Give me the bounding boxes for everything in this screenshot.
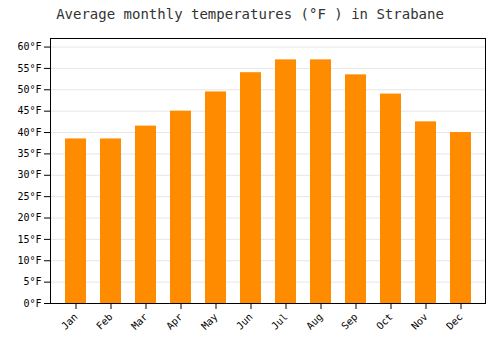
svg-text:Jun: Jun (234, 311, 255, 332)
svg-text:Sep: Sep (339, 311, 360, 332)
svg-text:Jan: Jan (59, 311, 80, 332)
svg-text:35°F: 35°F (17, 148, 41, 159)
svg-text:55°F: 55°F (17, 63, 41, 74)
svg-text:May: May (199, 311, 220, 332)
svg-text:45°F: 45°F (17, 105, 41, 116)
svg-text:Dec: Dec (444, 311, 465, 332)
svg-text:Feb: Feb (94, 311, 115, 332)
svg-text:5°F: 5°F (23, 276, 41, 287)
svg-text:60°F: 60°F (17, 41, 41, 52)
html-text:Average monthly temperatures (: Average monthly temperatures (°F ) in St… (56, 6, 444, 22)
svg-text:25°F: 25°F (17, 191, 41, 202)
svg-text:Aug: Aug (304, 311, 325, 332)
svg-text:20°F: 20°F (17, 212, 41, 223)
svg-text:15°F: 15°F (17, 234, 41, 245)
svg-text:Oct: Oct (374, 311, 395, 332)
svg-text:Apr: Apr (164, 311, 185, 332)
svg-text:30°F: 30°F (17, 169, 41, 180)
svg-text:50°F: 50°F (17, 84, 41, 95)
svg-text:0°F: 0°F (23, 298, 41, 309)
svg-text:Jul: Jul (269, 311, 290, 332)
svg-text:Nov: Nov (409, 311, 430, 332)
svg-text:40°F: 40°F (17, 127, 41, 138)
svg-text:Mar: Mar (129, 311, 150, 332)
svg-text:10°F: 10°F (17, 255, 41, 266)
